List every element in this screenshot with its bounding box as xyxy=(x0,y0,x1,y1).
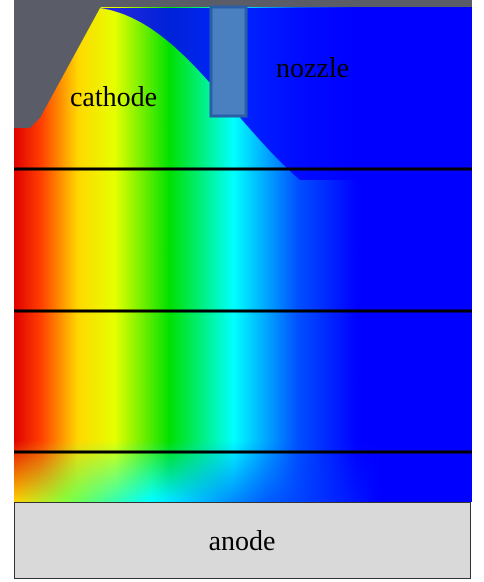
field-top xyxy=(100,8,472,180)
cathode-shape xyxy=(14,0,112,128)
anode-label: anode xyxy=(209,526,276,557)
cathode-label: cathode xyxy=(70,82,157,113)
top-wall xyxy=(14,0,472,7)
anode-shape xyxy=(14,502,471,579)
field-bottom xyxy=(14,430,472,502)
nozzle-shape xyxy=(209,5,248,118)
nozzle-label: nozzle xyxy=(276,53,349,84)
